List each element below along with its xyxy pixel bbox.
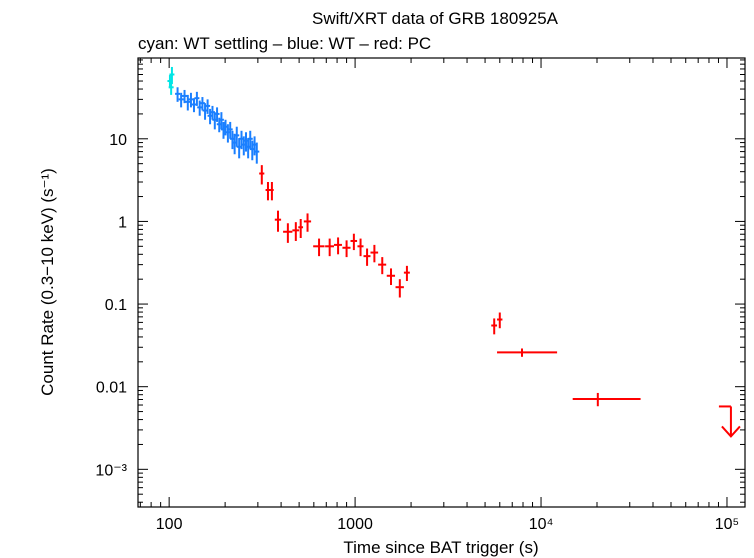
x-tick-label: 100 <box>156 516 183 533</box>
y-tick-label: 10⁻³ <box>95 462 127 479</box>
data-point <box>363 248 371 266</box>
data-marks <box>167 66 741 438</box>
y-tick-label: 0.1 <box>105 297 127 314</box>
data-point <box>342 240 351 258</box>
data-point <box>378 257 387 275</box>
y-tick-label: 1 <box>118 214 127 231</box>
data-point <box>303 213 312 232</box>
data-point <box>254 142 260 164</box>
data-point <box>298 218 304 239</box>
data-point <box>169 66 175 85</box>
series-pc <box>259 165 741 438</box>
data-point <box>259 165 265 185</box>
data-point <box>333 237 342 255</box>
chart-title: Swift/XRT data of GRB 180925A <box>312 9 559 28</box>
x-axis: 100 1000 10⁴ 10⁵ <box>139 58 739 533</box>
data-point <box>247 130 253 150</box>
data-point <box>497 348 558 357</box>
upper-limit-arrow <box>721 425 741 438</box>
data-point <box>265 181 271 201</box>
y-tick-label: 10 <box>109 132 127 149</box>
data-point <box>325 238 334 257</box>
series-wt-settling <box>167 66 175 95</box>
data-point <box>218 112 224 130</box>
data-point <box>292 222 300 241</box>
data-point <box>274 210 282 232</box>
data-point <box>185 94 191 111</box>
data-point <box>403 265 410 282</box>
data-point <box>227 121 233 139</box>
data-point <box>194 91 200 106</box>
data-point <box>572 392 641 407</box>
data-point <box>283 223 293 243</box>
x-tick-label: 10⁴ <box>529 516 554 533</box>
series-wt <box>175 87 260 164</box>
x-axis-label: Time since BAT trigger (s) <box>343 538 538 557</box>
data-point <box>178 92 184 108</box>
data-point <box>188 92 194 108</box>
y-axis: 10 1 0.1 0.01 10⁻³ <box>95 59 745 503</box>
y-tick-label: 0.01 <box>96 380 127 397</box>
data-point <box>350 233 358 251</box>
data-point <box>234 126 240 147</box>
data-point <box>182 89 188 104</box>
data-point <box>313 238 325 257</box>
data-point <box>395 279 404 298</box>
x-tick-label: 10⁵ <box>715 516 739 533</box>
data-point <box>197 100 203 116</box>
data-point <box>497 312 503 329</box>
data-point <box>205 99 211 114</box>
data-point <box>270 181 274 201</box>
data-point <box>175 87 181 102</box>
data-point <box>370 244 379 263</box>
data-point <box>214 107 220 122</box>
data-point <box>491 318 498 335</box>
x-tick-label: 1000 <box>337 516 373 533</box>
upper-limit <box>718 405 741 438</box>
data-point <box>191 98 197 113</box>
data-point <box>386 268 396 286</box>
chart-subtitle: cyan: WT settling – blue: WT – red: PC <box>138 34 431 53</box>
y-axis-label: Count Rate (0.3−10 keV) (s⁻¹) <box>38 168 57 396</box>
plot-frame <box>137 57 746 508</box>
data-point <box>357 238 364 257</box>
